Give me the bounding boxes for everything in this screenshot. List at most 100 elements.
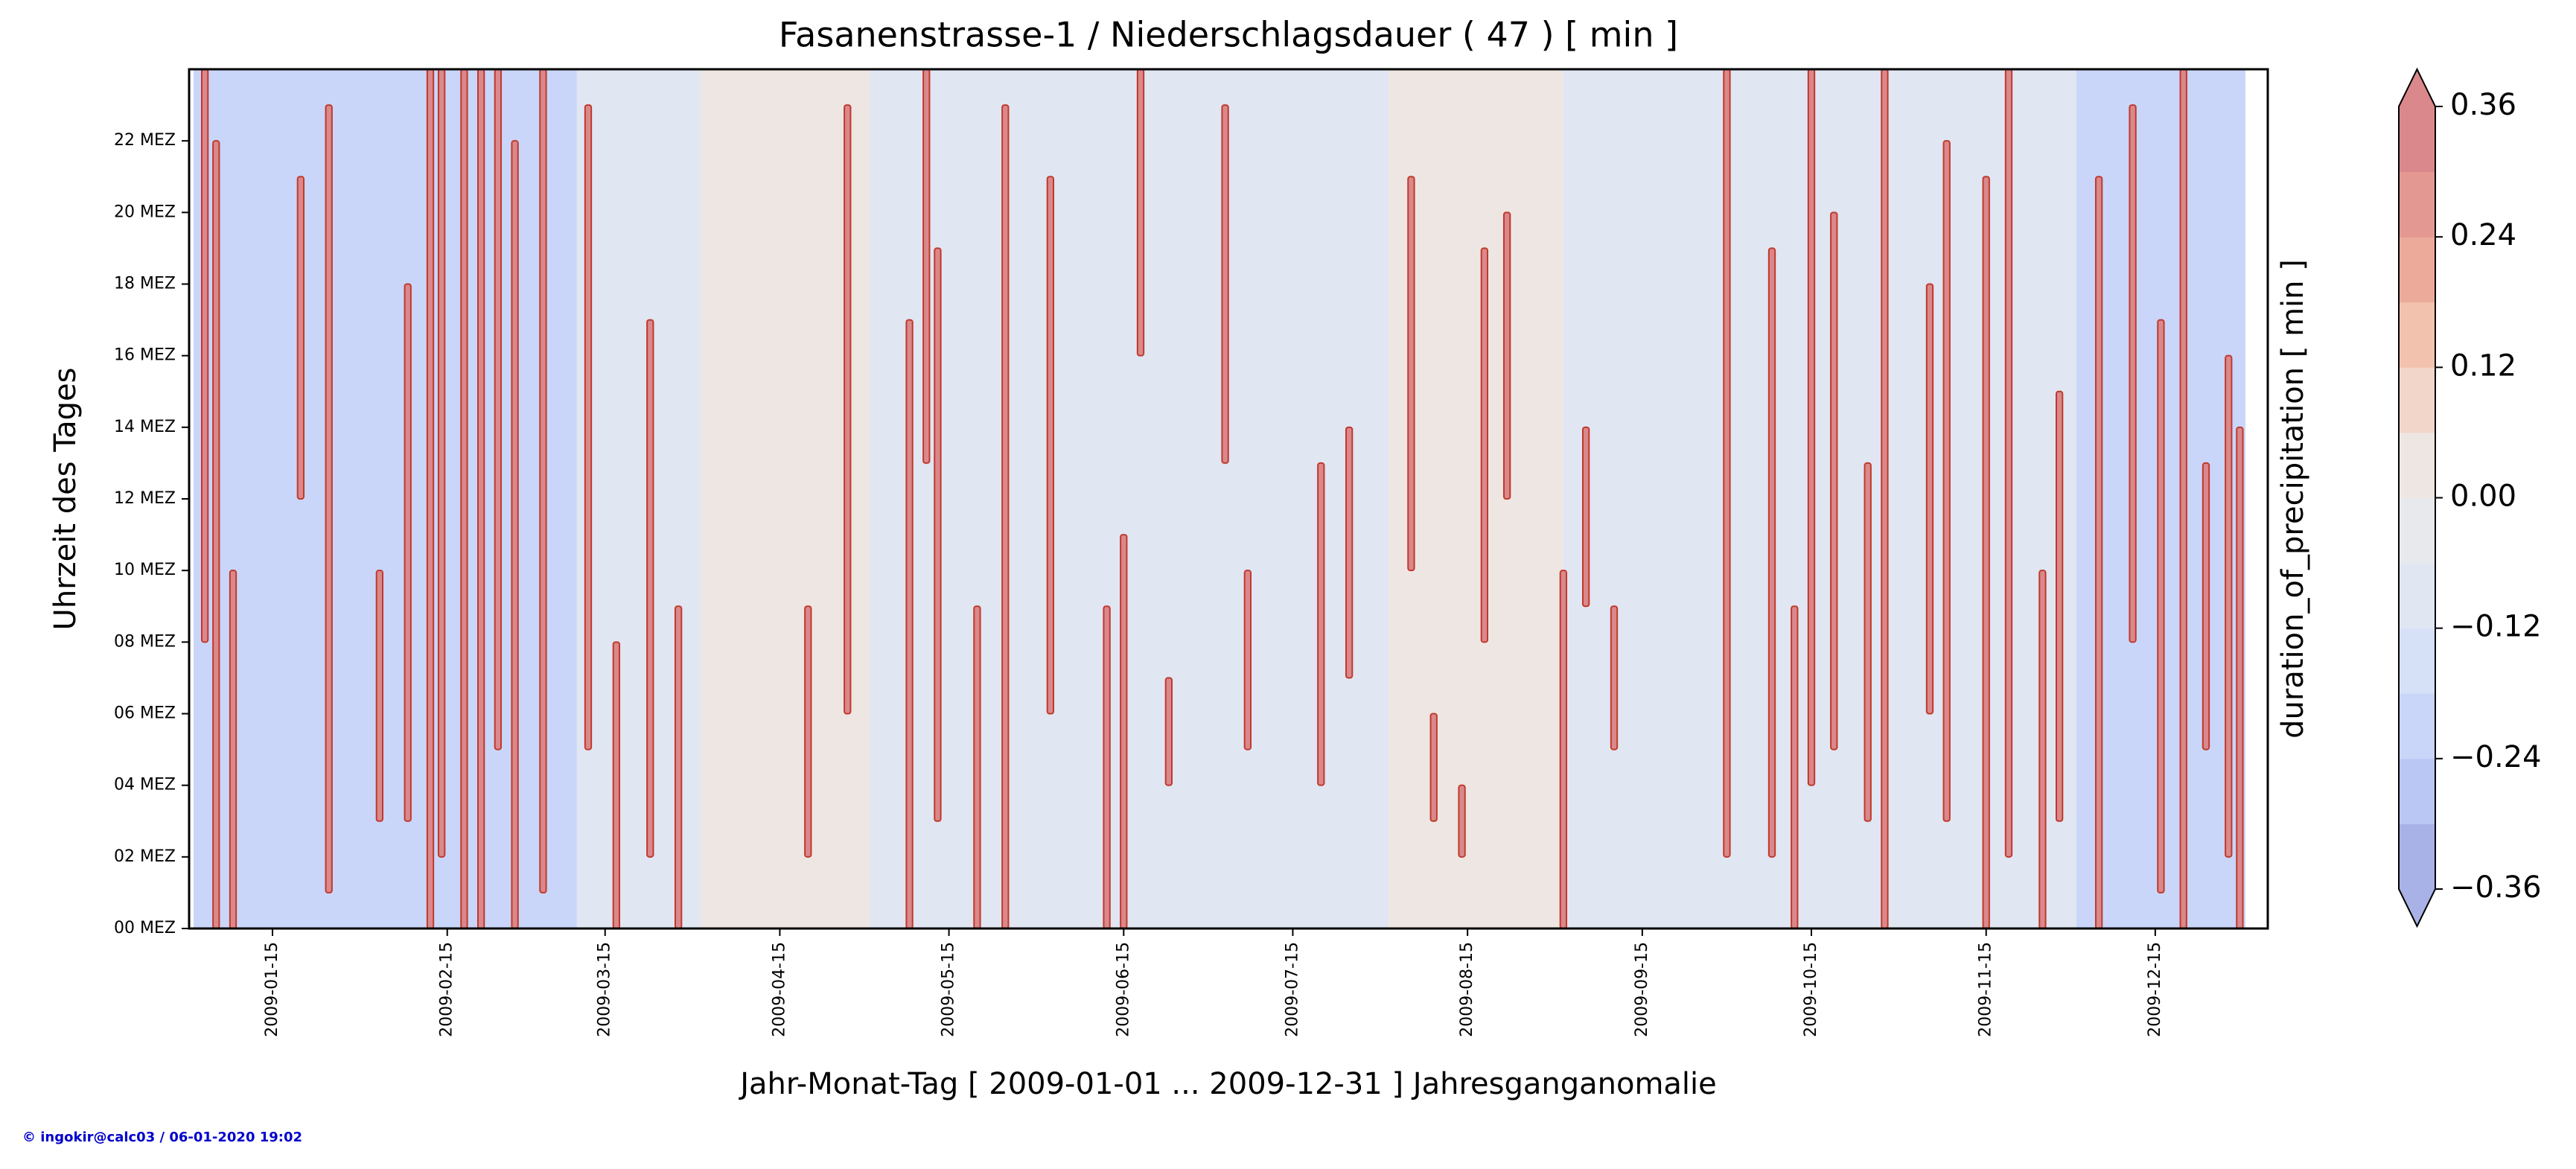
precipitation-event (1164, 677, 1173, 786)
precipitation-event (1103, 605, 1111, 929)
precipitation-event (2129, 104, 2137, 643)
precipitation-event (2225, 354, 2233, 858)
y-tick-label: 14 MEZ (114, 418, 176, 436)
colorbar-extend-bottom (2399, 889, 2435, 926)
precipitation-event (922, 69, 931, 464)
precipitation-event (2236, 426, 2244, 929)
colorbar-segment (2399, 171, 2435, 238)
x-tick-label: 2009-11-15 (1977, 942, 1995, 1037)
y-axis-label: Uhrzeit des Tages (48, 368, 83, 631)
precipitation-event (494, 69, 503, 751)
anomaly-band (701, 69, 870, 928)
precipitation-event (584, 104, 593, 751)
anomaly-band (1389, 69, 1563, 928)
precipitation-event (1136, 69, 1145, 357)
precipitation-event (539, 69, 547, 894)
x-axis-label: Jahr-Monat-Tag [ 2009-01-01 ... 2009-12-… (738, 1067, 1717, 1101)
x-tick-label: 2009-01-15 (263, 942, 281, 1037)
precipitation-event (296, 176, 305, 500)
footer: © ingokir@calc03 / 06-01-2020 19:02 (22, 1130, 302, 1145)
colorbar-segment (2399, 563, 2435, 629)
precipitation-event (1830, 211, 1838, 751)
anomaly-band (194, 69, 577, 928)
colorbar-segment (2399, 693, 2435, 759)
colorbar: −0.36 −0.24 −0.12 0.00 0.12 0.24 0.36 (2398, 67, 2542, 928)
colorbar-extend-top (2399, 69, 2435, 106)
y-tick-label: 00 MEZ (114, 919, 176, 937)
x-tick-label: 2009-12-15 (2146, 942, 2164, 1037)
precipitation-event (2055, 390, 2064, 822)
colorbar-segment (2399, 302, 2435, 368)
anomaly-band (1563, 69, 2076, 928)
precipitation-event (674, 605, 683, 929)
colorbar-tick-label: 0.36 (2450, 88, 2516, 122)
precipitation-event (426, 69, 435, 929)
precipitation-event (437, 69, 446, 858)
precipitation-event (1807, 69, 1816, 786)
y-tick-label: 22 MEZ (114, 131, 176, 150)
precipitation-event (325, 104, 333, 894)
precipitation-event (1317, 462, 1325, 786)
y-tick-label: 12 MEZ (114, 489, 176, 508)
y-tick-label: 10 MEZ (114, 561, 176, 579)
precipitation-event (1982, 176, 1990, 929)
precipitation-event (1723, 69, 1731, 858)
precipitation-event (844, 104, 852, 715)
precipitation-event (2038, 570, 2047, 930)
precipitation-event (804, 605, 812, 858)
precipitation-event (476, 69, 485, 929)
chart-title: Fasanenstrasse-1 / Niederschlagsdauer ( … (779, 15, 1678, 55)
colorbar-tick-label: 0.12 (2450, 348, 2516, 383)
colorbar-segment (2399, 106, 2435, 173)
precipitation-event (973, 605, 981, 929)
precipitation-event (1480, 247, 1489, 643)
x-tick-label: 2009-07-15 (1283, 942, 1301, 1037)
precipitation-event (2179, 69, 2187, 929)
precipitation-event (1001, 104, 1010, 929)
anomaly-band (576, 69, 701, 928)
precipitation-event (1864, 462, 1872, 822)
plot-area (194, 69, 2245, 930)
precipitation-event (511, 140, 519, 930)
precipitation-event (905, 319, 914, 930)
y-tick-label: 18 MEZ (114, 275, 176, 293)
x-tick-label: 2009-05-15 (940, 942, 958, 1037)
y-tick-label: 16 MEZ (114, 346, 176, 365)
x-tick-label: 2009-10-15 (1802, 942, 1820, 1037)
precipitation-event (1345, 426, 1354, 679)
precipitation-event (1767, 247, 1776, 858)
colorbar-tick-label: −0.36 (2450, 870, 2542, 905)
precipitation-event (934, 247, 942, 822)
y-tick-label: 04 MEZ (114, 776, 176, 794)
y-tick-label: 08 MEZ (114, 632, 176, 651)
x-tick-label: 2009-06-15 (1114, 942, 1132, 1037)
colorbar-segment (2399, 237, 2435, 303)
precipitation-event (375, 570, 384, 822)
precipitation-event (1942, 140, 1951, 822)
colorbar-segment (2399, 497, 2435, 564)
x-tick-label: 2009-08-15 (1458, 942, 1476, 1037)
precipitation-event (460, 69, 468, 929)
precipitation-event (1559, 570, 1568, 930)
anomaly-band (870, 69, 1389, 928)
colorbar-label: duration_of_precipitation [ min ] (2276, 259, 2310, 739)
x-tick-label: 2009-04-15 (770, 942, 788, 1037)
y-tick-label: 06 MEZ (114, 704, 176, 723)
x-tick-label: 2009-09-15 (1633, 942, 1651, 1037)
colorbar-segment (2399, 824, 2435, 890)
y-tick-label: 20 MEZ (114, 203, 176, 221)
precipitation-event (1581, 426, 1590, 608)
colorbar-tick-label: −0.24 (2450, 740, 2542, 774)
precipitation-event (1243, 570, 1252, 751)
precipitation-event (2202, 462, 2210, 751)
colorbar-tick-label: 0.24 (2450, 218, 2516, 252)
colorbar-tick-label: −0.12 (2450, 610, 2542, 644)
colorbar-segment (2399, 432, 2435, 498)
colorbar-segment (2399, 628, 2435, 694)
y-tick-label: 02 MEZ (114, 847, 176, 866)
precipitation-event (404, 283, 412, 822)
x-tick-label: 2009-03-15 (596, 942, 614, 1037)
colorbar-segment (2399, 758, 2435, 824)
